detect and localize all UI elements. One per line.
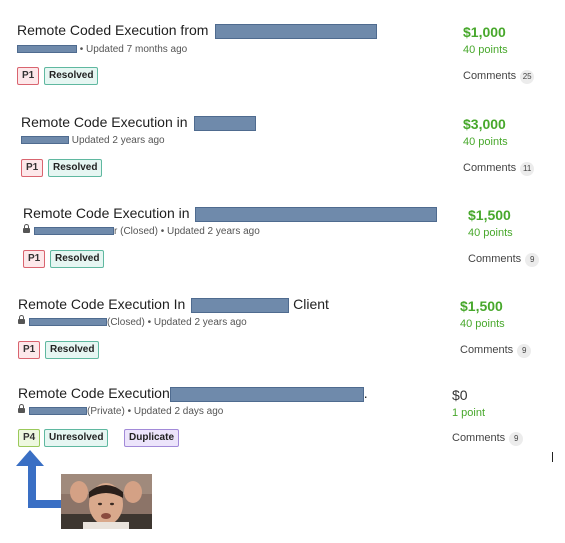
priority-badge: P1 xyxy=(18,341,41,359)
report-item[interactable]: Remote Code Execution in Updated 2 years… xyxy=(0,92,565,182)
updated-text: • Updated 2 days ago xyxy=(127,406,224,417)
bounty-amount: $0 xyxy=(452,387,468,403)
title-suffix: Client xyxy=(293,296,329,312)
priority-badge: P1 xyxy=(23,250,46,268)
redacted-researcher xyxy=(21,136,69,145)
state-badge: Unresolved xyxy=(44,429,109,447)
report-title[interactable]: Remote Code Execution in xyxy=(23,205,438,222)
state-badge: Resolved xyxy=(44,67,99,85)
status-text: (Private) xyxy=(87,406,125,417)
report-meta: • Updated 7 months ago xyxy=(17,44,187,55)
state-badge: Resolved xyxy=(45,341,100,359)
comments-count: 11 xyxy=(520,162,535,176)
report-title[interactable]: Remote Code Execution. xyxy=(18,385,368,402)
updated-text: • Updated 2 years ago xyxy=(147,317,247,328)
points-value: 40 points xyxy=(463,136,508,148)
comments-label: Comments xyxy=(463,70,517,82)
title-text: Remote Coded Execution from xyxy=(17,22,209,38)
comments-label: Comments xyxy=(452,432,506,444)
report-meta: r (Closed) • Updated 2 years ago xyxy=(23,223,260,237)
bounty-amount: $1,000 xyxy=(463,24,506,40)
redacted-program xyxy=(215,23,378,39)
lock-icon xyxy=(23,223,30,233)
comments-link[interactable]: Comments 25 xyxy=(463,70,535,84)
priority-badge: P1 xyxy=(17,67,40,85)
redacted-program xyxy=(195,206,438,222)
state-badge: Resolved xyxy=(50,250,105,268)
comments-link[interactable]: Comments 11 xyxy=(463,162,535,176)
report-meta: (Closed) • Updated 2 years ago xyxy=(18,314,247,328)
lock-icon xyxy=(18,314,25,324)
comments-count: 25 xyxy=(520,70,535,84)
report-meta: (Private) • Updated 2 days ago xyxy=(18,403,224,417)
title-text: Remote Code Execution in xyxy=(21,114,188,130)
title-text: Remote Code Execution In xyxy=(18,296,186,312)
report-item[interactable]: Remote Code Execution. (Private) • Updat… xyxy=(0,363,565,453)
bounty-amount: $1,500 xyxy=(468,207,511,223)
title-text: Remote Code Execution xyxy=(18,385,170,401)
bounty-amount: $1,500 xyxy=(460,298,503,314)
redacted-researcher xyxy=(29,318,107,327)
points-value: 40 points xyxy=(468,227,513,239)
points-value: 1 point xyxy=(452,407,486,419)
points-value: 40 points xyxy=(463,44,508,56)
title-text: Remote Code Execution in xyxy=(23,205,190,221)
comments-link[interactable]: Comments 9 xyxy=(452,432,524,446)
report-item[interactable]: Remote Coded Execution from • Updated 7 … xyxy=(0,0,565,90)
report-title[interactable]: Remote Code Execution in xyxy=(21,114,257,131)
report-item[interactable]: Remote Code Execution in r (Closed) • Up… xyxy=(0,183,565,273)
comments-link[interactable]: Comments 9 xyxy=(460,344,532,358)
title-suffix: . xyxy=(363,385,368,401)
status-text: r (Closed) xyxy=(114,226,158,237)
comments-label: Comments xyxy=(463,162,517,174)
reaction-meme-image xyxy=(61,474,152,529)
comments-count: 9 xyxy=(525,253,540,267)
updated-text: Updated 2 years ago xyxy=(71,135,165,146)
status-text: (Closed) xyxy=(107,317,145,328)
duplicate-badge: Duplicate xyxy=(124,429,180,447)
redacted-program xyxy=(194,115,257,131)
comments-label: Comments xyxy=(460,344,514,356)
lock-icon xyxy=(18,403,25,413)
report-item[interactable]: Remote Code Execution In Client (Closed)… xyxy=(0,274,565,364)
bounty-amount: $3,000 xyxy=(463,116,506,132)
up-arrow-icon xyxy=(16,450,62,508)
comments-link[interactable]: Comments 9 xyxy=(468,253,540,267)
redacted-program xyxy=(191,297,290,313)
redacted-program xyxy=(169,386,364,402)
comments-label: Comments xyxy=(468,253,522,265)
report-meta: Updated 2 years ago xyxy=(21,135,165,146)
report-title[interactable]: Remote Code Execution In Client xyxy=(18,296,329,313)
points-value: 40 points xyxy=(460,318,505,330)
priority-badge: P4 xyxy=(18,429,41,447)
comments-count: 9 xyxy=(509,432,524,446)
state-badge: Resolved xyxy=(48,159,103,177)
updated-text: • Updated 2 years ago xyxy=(160,226,260,237)
redacted-researcher xyxy=(17,45,77,54)
report-title[interactable]: Remote Coded Execution from xyxy=(17,22,378,39)
redacted-researcher xyxy=(34,227,114,236)
text-cursor xyxy=(552,452,553,462)
comments-count: 9 xyxy=(517,344,532,358)
priority-badge: P1 xyxy=(21,159,44,177)
redacted-researcher xyxy=(29,407,87,416)
updated-text: • Updated 7 months ago xyxy=(79,44,188,55)
